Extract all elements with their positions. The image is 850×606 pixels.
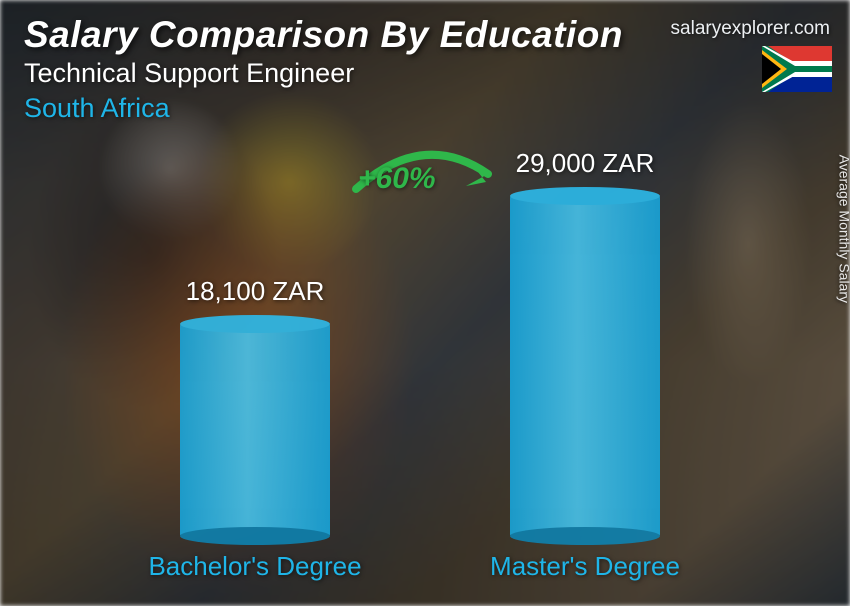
job-title: Technical Support Engineer xyxy=(24,58,830,89)
bar-value: 29,000 ZAR xyxy=(516,148,655,179)
bar-label: Bachelor's Degree xyxy=(148,551,361,582)
south-africa-flag-icon xyxy=(762,46,832,92)
bar-label: Master's Degree xyxy=(490,551,680,582)
bar-master-s-degree: 29,000 ZARMaster's Degree xyxy=(510,196,660,536)
site-watermark: salaryexplorer.com xyxy=(671,18,830,40)
country-name: South Africa xyxy=(24,93,830,124)
bar-value: 18,100 ZAR xyxy=(186,276,325,307)
bar-bachelor-s-degree: 18,100 ZARBachelor's Degree xyxy=(180,324,330,536)
percent-increase-badge: +60% xyxy=(358,162,436,196)
bar-chart: +60% 18,100 ZARBachelor's Degree29,000 Z… xyxy=(0,155,850,606)
chart-container: Salary Comparison By Education Technical… xyxy=(0,0,850,606)
